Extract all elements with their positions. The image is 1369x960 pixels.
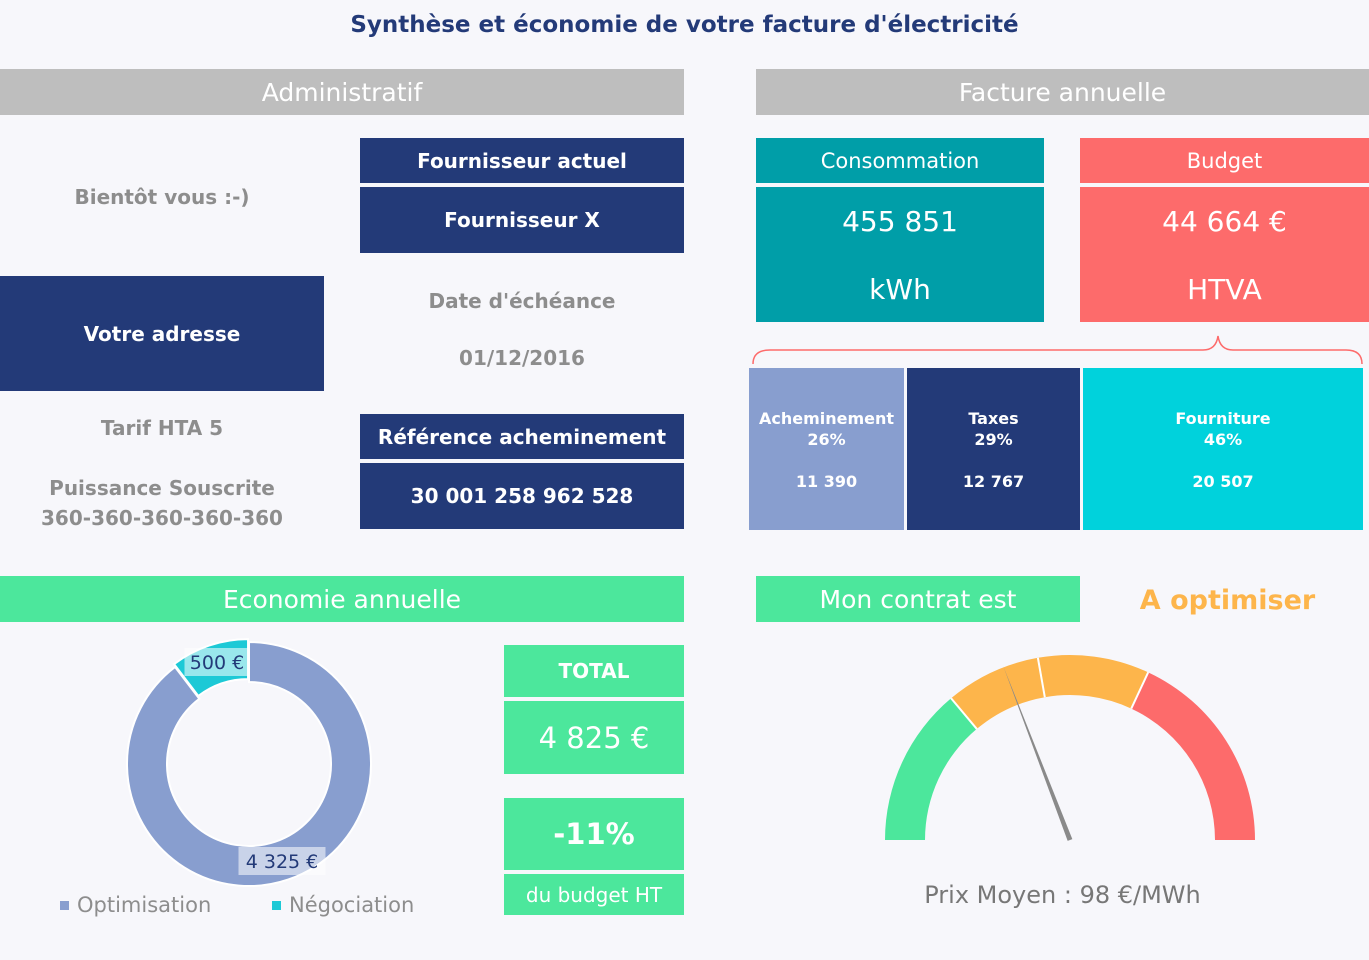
section-header-facture: Facture annuelle xyxy=(756,69,1369,115)
slice-label-optimisation: 4 325 € xyxy=(238,847,326,875)
slice-optimisation xyxy=(126,640,372,887)
legend-label-optimisation: Optimisation xyxy=(77,893,212,917)
gauge-segment-green xyxy=(885,698,977,840)
address-box: Votre adresse xyxy=(0,276,324,391)
budget-breakdown: Acheminement 26% 11 390 Taxes 29% 12 767… xyxy=(749,368,1363,530)
reference-label: Référence acheminement xyxy=(360,414,684,459)
brace-connector xyxy=(752,335,1363,365)
average-price: Prix Moyen : 98 €/MWh xyxy=(924,881,1201,909)
savings-percent-label: du budget HT xyxy=(504,874,684,915)
svg-text:4 325 €: 4 325 € xyxy=(246,851,319,873)
due-date-value: 01/12/2016 xyxy=(459,346,585,370)
section-header-contrat: Mon contrat est xyxy=(756,576,1080,622)
reference-value: 30 001 258 962 528 xyxy=(360,463,684,529)
power-label: Puissance Souscrite xyxy=(49,476,275,500)
total-label: TOTAL xyxy=(504,645,684,697)
gauge-needle xyxy=(1003,666,1073,841)
budget-label: Budget xyxy=(1080,138,1369,183)
gauge-segment-orange-2 xyxy=(1037,655,1149,709)
budget-unit: HTVA xyxy=(1187,272,1262,306)
savings-percent: -11% xyxy=(504,798,684,870)
legend-label-negociation: Négociation xyxy=(289,893,415,917)
svg-text:500 €: 500 € xyxy=(190,652,244,674)
segment-fourniture-pct: 46% xyxy=(1203,430,1243,449)
legend-negociation: Négociation xyxy=(272,890,414,920)
price-gauge xyxy=(885,655,1255,841)
section-header-economie: Economie annuelle xyxy=(0,576,684,622)
legend-optimisation: Optimisation xyxy=(60,890,211,920)
consumption-value: 455 851 xyxy=(842,204,958,238)
supplier-value: Fournisseur X xyxy=(360,187,684,253)
segment-fourniture-name: Fourniture xyxy=(1175,409,1271,428)
contract-status: A optimiser xyxy=(1139,584,1316,616)
segment-taxes-pct: 29% xyxy=(974,430,1013,449)
supplier-label: Fournisseur actuel xyxy=(360,138,684,183)
legend-swatch-optimisation xyxy=(60,900,69,910)
segment-fourniture: Fourniture 46% 20 507 xyxy=(1083,368,1363,530)
tariff-text: Tarif HTA 5 xyxy=(100,416,224,440)
consumption-unit: kWh xyxy=(869,272,931,306)
greeting-text: Bientôt vous :-) xyxy=(74,185,250,209)
slice-label-negociation: 500 € xyxy=(184,648,250,676)
segment-taxes-name: Taxes xyxy=(968,409,1019,428)
budget-box: 44 664 € HTVA xyxy=(1080,187,1369,322)
power-value: 360-360-360-360-360 xyxy=(41,506,283,530)
total-value: 4 825 € xyxy=(504,701,684,774)
consumption-box: 455 851 kWh xyxy=(756,187,1044,322)
due-date-label: Date d'échéance xyxy=(428,289,616,313)
gauge-segment-red xyxy=(1131,672,1255,840)
segment-acheminement-pct: 26% xyxy=(807,430,846,449)
segment-taxes-amount: 12 767 xyxy=(962,472,1025,491)
segment-acheminement-name: Acheminement xyxy=(758,409,895,428)
budget-value: 44 664 € xyxy=(1162,204,1287,238)
segment-taxes: Taxes 29% 12 767 xyxy=(907,368,1080,530)
savings-donut-chart: 4 325 € 500 € xyxy=(126,638,372,887)
segment-fourniture-amount: 20 507 xyxy=(1192,472,1254,491)
legend-swatch-negociation xyxy=(272,900,281,910)
segment-acheminement: Acheminement 26% 11 390 xyxy=(749,368,904,530)
gauge-segment-orange-1 xyxy=(951,657,1045,729)
consumption-label: Consommation xyxy=(756,138,1044,183)
page-title: Synthèse et économie de votre facture d'… xyxy=(350,12,1019,38)
section-header-administratif: Administratif xyxy=(0,69,684,115)
segment-acheminement-amount: 11 390 xyxy=(795,472,858,491)
